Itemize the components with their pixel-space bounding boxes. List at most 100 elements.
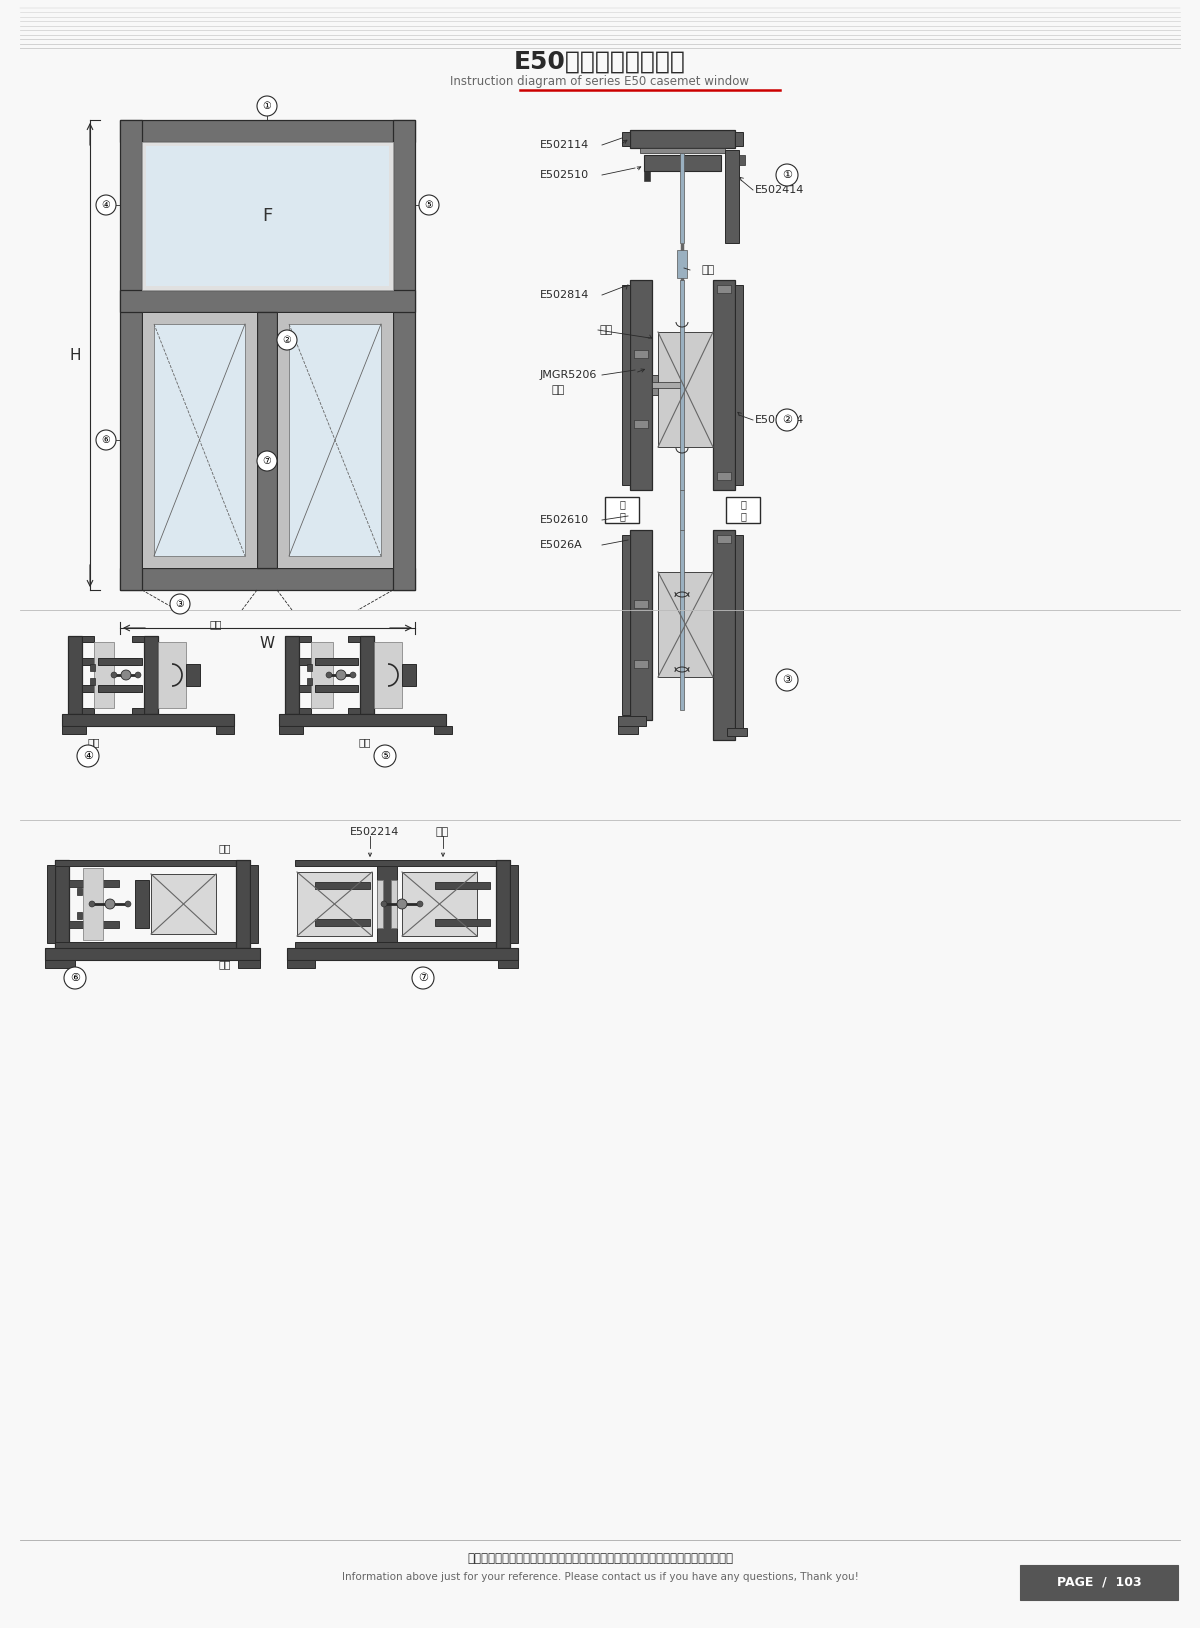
Text: ⑥: ⑥ (70, 974, 80, 983)
Text: ④: ④ (83, 751, 94, 760)
Bar (90, 677, 95, 685)
Text: ②: ② (283, 335, 292, 345)
Text: E5026A: E5026A (540, 540, 583, 550)
Bar (70, 881, 119, 887)
Bar (62, 715, 234, 726)
Bar (120, 120, 415, 142)
Bar (120, 290, 415, 313)
Bar (94, 641, 114, 708)
Bar (391, 881, 397, 928)
Bar (680, 280, 684, 490)
Bar (622, 132, 630, 147)
Text: 室内: 室内 (210, 619, 222, 628)
Bar (727, 728, 746, 736)
Bar (142, 313, 257, 568)
Bar (287, 947, 518, 961)
Text: 室
外: 室 外 (740, 500, 746, 521)
Bar (680, 531, 684, 710)
Text: ③: ③ (175, 599, 185, 609)
Bar (434, 726, 452, 734)
Bar (314, 882, 370, 889)
Bar (158, 641, 186, 708)
Bar (299, 658, 354, 664)
Text: PAGE  /  103: PAGE / 103 (1057, 1576, 1141, 1589)
Bar (132, 637, 144, 641)
Bar (295, 860, 510, 866)
Text: E502610: E502610 (540, 514, 589, 524)
Bar (82, 637, 94, 641)
Bar (644, 171, 650, 181)
Bar (55, 943, 250, 947)
Text: 图中所示型材截面、装配、编号、尺寸及重量仅供参考。如有疑问，请向本公司查询。: 图中所示型材截面、装配、编号、尺寸及重量仅供参考。如有疑问，请向本公司查询。 (467, 1551, 733, 1565)
Bar (236, 860, 250, 947)
Text: F: F (262, 207, 272, 225)
Bar (718, 472, 731, 480)
Bar (216, 726, 234, 734)
Circle shape (382, 900, 386, 907)
Bar (82, 658, 137, 664)
Text: 角码: 角码 (552, 384, 565, 396)
Circle shape (257, 451, 277, 470)
Bar (298, 873, 372, 936)
Bar (47, 864, 55, 943)
Bar (55, 860, 70, 947)
Bar (70, 921, 119, 928)
Circle shape (96, 430, 116, 449)
Bar (734, 132, 743, 147)
Circle shape (277, 330, 298, 350)
Bar (77, 912, 82, 918)
Text: 室内: 室内 (218, 843, 232, 853)
Circle shape (96, 195, 116, 215)
Bar (713, 531, 734, 741)
Bar (55, 860, 250, 866)
Circle shape (412, 967, 434, 988)
Text: ⑤: ⑤ (380, 751, 390, 760)
Circle shape (125, 900, 131, 907)
Bar (307, 677, 312, 685)
Text: ⑦: ⑦ (263, 456, 271, 466)
Bar (314, 685, 358, 692)
Bar (120, 120, 142, 589)
Bar (377, 866, 397, 943)
Text: ⑦: ⑦ (418, 974, 428, 983)
Circle shape (257, 96, 277, 116)
Bar (46, 947, 260, 961)
Circle shape (776, 164, 798, 186)
Circle shape (77, 746, 98, 767)
Bar (402, 873, 478, 936)
Bar (634, 420, 648, 428)
Bar (142, 142, 394, 290)
Text: JMGR5206: JMGR5206 (540, 370, 598, 379)
Text: 室外: 室外 (359, 737, 371, 747)
Text: E502510: E502510 (540, 169, 589, 181)
Bar (652, 374, 670, 396)
Bar (348, 708, 360, 715)
Text: Instruction diagram of series E50 casemet window: Instruction diagram of series E50 caseme… (450, 75, 750, 88)
Bar (98, 685, 142, 692)
Text: 窗撑: 窗撑 (600, 326, 613, 335)
Bar (630, 130, 734, 148)
Bar (144, 637, 158, 715)
Bar (238, 961, 260, 969)
Bar (311, 641, 334, 708)
Bar (436, 918, 490, 926)
Text: ⑤: ⑤ (425, 200, 433, 210)
Text: E502814: E502814 (540, 290, 589, 300)
Bar (718, 536, 731, 544)
Bar (314, 658, 358, 664)
Bar (134, 881, 149, 928)
Circle shape (776, 409, 798, 431)
Text: 室外: 室外 (218, 959, 232, 969)
Bar (83, 868, 103, 939)
Circle shape (374, 746, 396, 767)
Circle shape (170, 594, 190, 614)
Text: E502414: E502414 (755, 186, 804, 195)
Circle shape (326, 672, 332, 677)
Circle shape (776, 669, 798, 690)
Circle shape (418, 900, 424, 907)
Bar (307, 664, 312, 671)
Bar (82, 685, 137, 692)
Text: 室外: 室外 (88, 737, 101, 747)
Bar (132, 708, 144, 715)
Bar (630, 531, 652, 720)
